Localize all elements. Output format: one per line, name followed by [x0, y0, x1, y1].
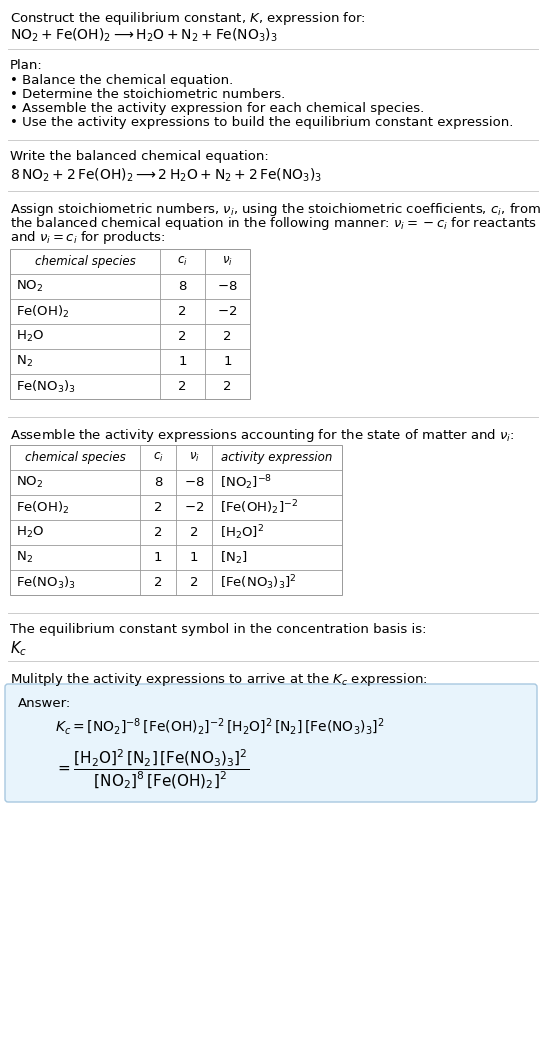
Text: $K_c$: $K_c$	[10, 639, 27, 658]
Text: $\mathrm{Fe(OH)_2}$: $\mathrm{Fe(OH)_2}$	[16, 499, 69, 516]
Text: $K_c = [\mathrm{NO_2}]^{-8}\,[\mathrm{Fe(OH)_2}]^{-2}\,[\mathrm{H_2O}]^{2}\,[\ma: $K_c = [\mathrm{NO_2}]^{-8}\,[\mathrm{Fe…	[55, 717, 384, 738]
Text: • Determine the stoichiometric numbers.: • Determine the stoichiometric numbers.	[10, 88, 285, 101]
Text: $\mathrm{Fe(OH)_2}$: $\mathrm{Fe(OH)_2}$	[16, 304, 69, 320]
Text: $\mathrm{Fe(NO_3)_3}$: $\mathrm{Fe(NO_3)_3}$	[16, 575, 76, 591]
Text: 2: 2	[154, 576, 162, 589]
Text: 2: 2	[190, 526, 198, 539]
Text: $= \dfrac{[\mathrm{H_2O}]^{2}\,[\mathrm{N_2}]\,[\mathrm{Fe(NO_3)_3}]^{2}}{[\math: $= \dfrac{[\mathrm{H_2O}]^{2}\,[\mathrm{…	[55, 747, 249, 790]
Text: $\mathrm{N_2}$: $\mathrm{N_2}$	[16, 550, 33, 565]
Text: 2: 2	[178, 330, 187, 343]
Text: $\mathrm{N_2}$: $\mathrm{N_2}$	[16, 354, 33, 369]
Text: 1: 1	[178, 355, 187, 368]
Text: $\mathrm{H_2O}$: $\mathrm{H_2O}$	[16, 329, 44, 344]
Text: 2: 2	[178, 380, 187, 393]
Text: 2: 2	[223, 380, 232, 393]
Text: 1: 1	[154, 551, 162, 564]
Text: $\nu_i$: $\nu_i$	[188, 451, 199, 465]
Text: • Assemble the activity expression for each chemical species.: • Assemble the activity expression for e…	[10, 102, 424, 115]
Text: Assign stoichiometric numbers, $\nu_i$, using the stoichiometric coefficients, $: Assign stoichiometric numbers, $\nu_i$, …	[10, 201, 541, 218]
Text: $[\mathrm{N_2}]$: $[\mathrm{N_2}]$	[220, 550, 247, 565]
Text: 2: 2	[154, 526, 162, 539]
Text: Mulitply the activity expressions to arrive at the $K_c$ expression:: Mulitply the activity expressions to arr…	[10, 671, 428, 688]
Text: and $\nu_i = c_i$ for products:: and $\nu_i = c_i$ for products:	[10, 229, 165, 246]
Text: • Balance the chemical equation.: • Balance the chemical equation.	[10, 74, 233, 87]
Text: $\nu_i$: $\nu_i$	[222, 255, 233, 268]
Text: $-8$: $-8$	[217, 280, 238, 293]
Text: 2: 2	[190, 576, 198, 589]
Text: chemical species: chemical species	[34, 255, 135, 268]
Text: $\mathrm{NO_2}$: $\mathrm{NO_2}$	[16, 279, 43, 294]
Text: activity expression: activity expression	[221, 451, 333, 463]
Bar	[10, 249, 250, 399]
Text: $\mathrm{H_2O}$: $\mathrm{H_2O}$	[16, 524, 44, 540]
Bar	[10, 445, 342, 595]
Text: The equilibrium constant symbol in the concentration basis is:: The equilibrium constant symbol in the c…	[10, 623, 426, 636]
Text: $\mathrm{NO_2 + Fe(OH)_2 \longrightarrow H_2O + N_2 + Fe(NO_3)_3}$: $\mathrm{NO_2 + Fe(OH)_2 \longrightarrow…	[10, 27, 278, 44]
Text: Write the balanced chemical equation:: Write the balanced chemical equation:	[10, 150, 269, 163]
Text: the balanced chemical equation in the following manner: $\nu_i = -c_i$ for react: the balanced chemical equation in the fo…	[10, 215, 537, 232]
Text: Plan:: Plan:	[10, 59, 43, 73]
Text: $-8$: $-8$	[183, 476, 204, 489]
Text: Answer:: Answer:	[18, 697, 71, 710]
Text: $[\mathrm{H_2O}]^{2}$: $[\mathrm{H_2O}]^{2}$	[220, 523, 264, 542]
Text: chemical species: chemical species	[25, 451, 126, 463]
Text: 2: 2	[223, 330, 232, 343]
Text: $c_i$: $c_i$	[177, 255, 188, 268]
Text: $[\mathrm{Fe(OH)_2}]^{-2}$: $[\mathrm{Fe(OH)_2}]^{-2}$	[220, 498, 298, 517]
Text: 2: 2	[178, 305, 187, 318]
Text: 8: 8	[154, 476, 162, 489]
Text: 1: 1	[223, 355, 232, 368]
Text: $c_i$: $c_i$	[153, 451, 163, 465]
Text: $[\mathrm{Fe(NO_3)_3}]^{2}$: $[\mathrm{Fe(NO_3)_3}]^{2}$	[220, 573, 296, 592]
Text: 1: 1	[190, 551, 198, 564]
Text: $[\mathrm{NO_2}]^{-8}$: $[\mathrm{NO_2}]^{-8}$	[220, 473, 272, 492]
Text: Assemble the activity expressions accounting for the state of matter and $\nu_i$: Assemble the activity expressions accoun…	[10, 427, 515, 444]
Text: $\mathrm{Fe(NO_3)_3}$: $\mathrm{Fe(NO_3)_3}$	[16, 378, 76, 394]
Text: $\mathrm{NO_2}$: $\mathrm{NO_2}$	[16, 475, 43, 490]
Text: • Use the activity expressions to build the equilibrium constant expression.: • Use the activity expressions to build …	[10, 116, 513, 129]
Text: 8: 8	[179, 280, 187, 293]
Text: $-2$: $-2$	[184, 501, 204, 514]
Text: 2: 2	[154, 501, 162, 514]
Text: Construct the equilibrium constant, $K$, expression for:: Construct the equilibrium constant, $K$,…	[10, 11, 366, 27]
FancyBboxPatch shape	[5, 684, 537, 802]
Text: $-2$: $-2$	[217, 305, 238, 318]
Text: $8\,\mathrm{NO_2} + 2\,\mathrm{Fe(OH)_2} \longrightarrow 2\,\mathrm{H_2O} + \mat: $8\,\mathrm{NO_2} + 2\,\mathrm{Fe(OH)_2}…	[10, 167, 322, 184]
